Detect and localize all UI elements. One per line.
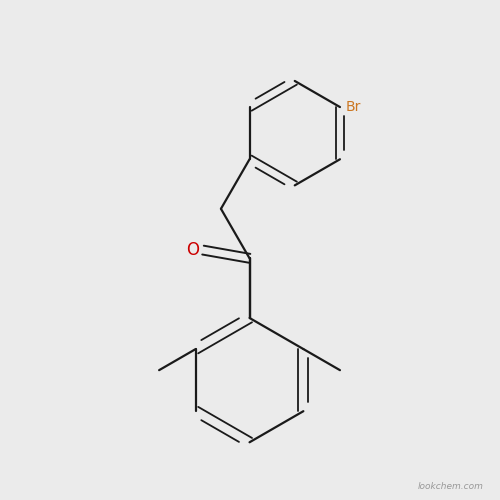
Text: Br: Br [346, 100, 362, 114]
Text: O: O [186, 241, 199, 259]
Text: lookchem.com: lookchem.com [418, 482, 484, 491]
